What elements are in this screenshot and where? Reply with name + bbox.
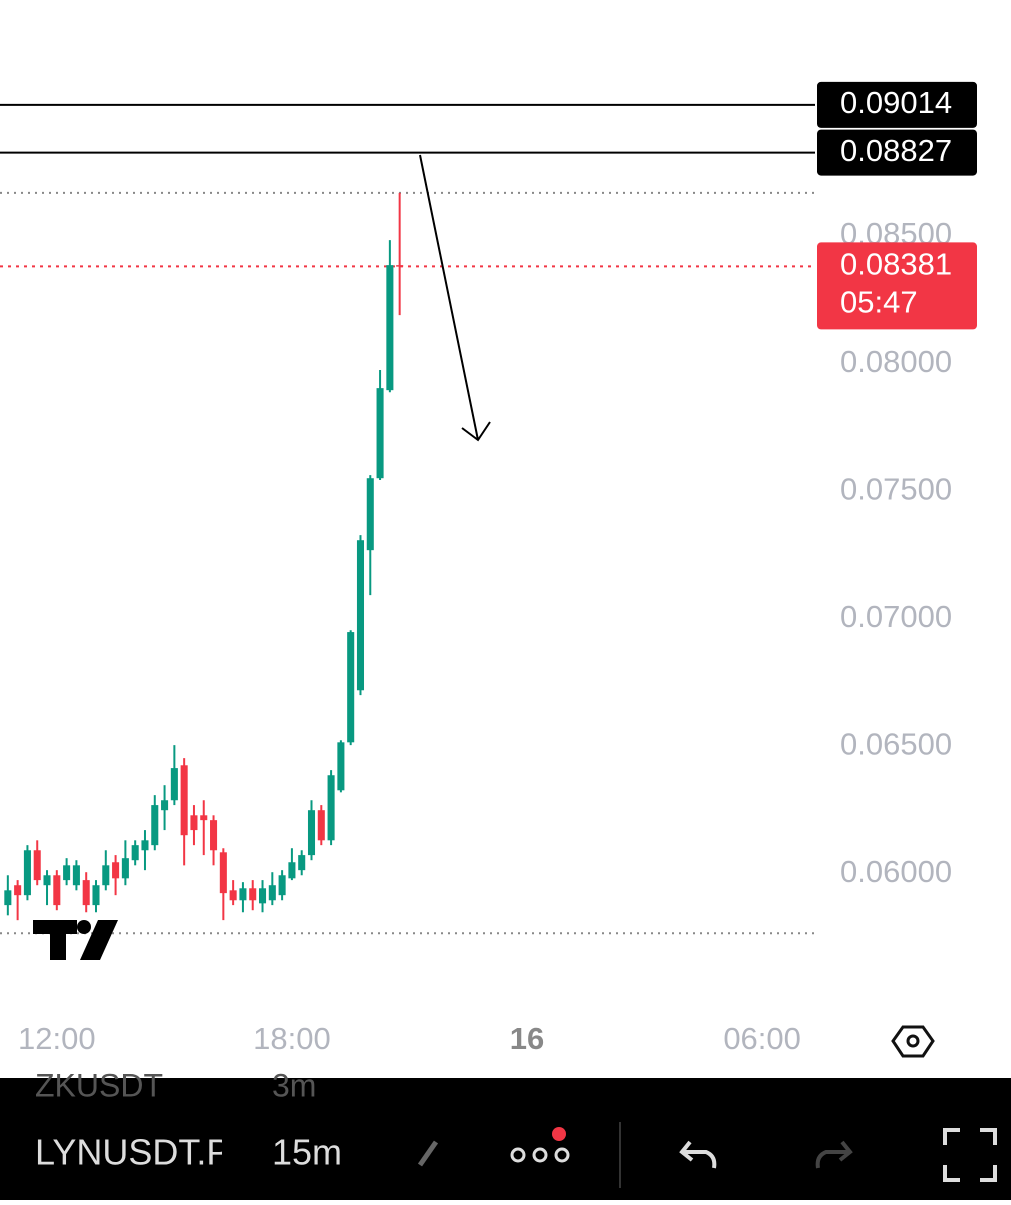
dot: [510, 1147, 526, 1163]
candle-body: [200, 815, 208, 821]
candle-body: [92, 885, 100, 906]
logo-part: [50, 920, 66, 960]
fullscreen-icon[interactable]: [943, 1128, 997, 1182]
x-tick-label: 12:00: [18, 1021, 96, 1056]
candle-body: [63, 865, 71, 881]
candle-body: [112, 862, 120, 879]
x-tick-label: 18:00: [253, 1021, 331, 1056]
candle-body: [298, 855, 306, 871]
drawn-arrow: [419, 154, 479, 441]
candle-body: [4, 890, 12, 906]
candle-body: [161, 800, 169, 811]
candle-body: [219, 852, 227, 894]
candle-body: [258, 888, 267, 904]
candle-body: [210, 820, 218, 851]
price-tag-label: 0.08381: [840, 247, 952, 282]
candle-body: [141, 840, 149, 851]
y-tick-label: 0.06000: [840, 854, 952, 889]
x-tick-label: 16: [510, 1021, 544, 1056]
price-tag-label: 0.08827: [840, 133, 952, 168]
label-layer: 0.060000.065000.070000.075000.080000.085…: [18, 81, 977, 1056]
mark-layer: [4, 192, 404, 921]
candle-body: [347, 632, 355, 743]
candle-body: [33, 850, 41, 881]
y-tick-label: 0.06500: [840, 727, 952, 762]
candle-body: [278, 875, 286, 896]
more-icon[interactable]: [510, 1127, 570, 1163]
x-tick-label: 06:00: [723, 1021, 801, 1056]
candle-body: [317, 810, 325, 841]
settings-icon[interactable]: [891, 1025, 935, 1058]
pencil-icon[interactable]: [417, 1140, 439, 1167]
price-tag-label: 0.09014: [840, 85, 952, 120]
interval[interactable]: 15m: [272, 1132, 342, 1173]
candle-body: [102, 865, 110, 886]
redo-icon[interactable]: [815, 1140, 853, 1169]
candle-body: [23, 850, 31, 896]
settings-icon-center: [906, 1034, 920, 1048]
logo-part: [77, 920, 91, 934]
candle-body: [151, 805, 159, 846]
candle-body: [131, 845, 139, 861]
price-tag: [817, 129, 977, 176]
price-tag: [817, 81, 977, 128]
candle-body: [229, 890, 237, 901]
candle-body: [327, 775, 335, 841]
grid-layer: [0, 103, 815, 935]
drawing-layer: [419, 154, 491, 442]
candle-body: [180, 765, 188, 836]
candle-body: [307, 810, 316, 856]
dot: [532, 1147, 548, 1163]
candle-body: [337, 742, 345, 791]
y-tick-label: 0.07500: [840, 471, 952, 506]
candle-body: [386, 265, 394, 391]
previous-interval: 3m: [272, 1067, 316, 1103]
y-tick-label: 0.07000: [840, 599, 952, 634]
candle-body: [53, 875, 61, 906]
candle-body: [72, 865, 80, 886]
candle-body: [239, 888, 247, 901]
candle-body: [366, 478, 374, 551]
candle-body: [121, 858, 129, 879]
notification-dot: [552, 1127, 566, 1141]
candle-body: [170, 768, 178, 801]
logo: [33, 920, 118, 960]
toolbar: [0, 1078, 1011, 1200]
y-tick-label: 0.08000: [840, 344, 952, 379]
logo-part: [80, 920, 118, 960]
price-tag: [817, 242, 977, 330]
undo-icon[interactable]: [679, 1140, 717, 1169]
candle-body: [82, 880, 90, 906]
symbol-fade: [222, 1120, 252, 1190]
candle-body: [190, 815, 198, 831]
candle-body: [268, 885, 276, 901]
countdown-label: 05:47: [840, 285, 918, 320]
previous-symbol: ZKUSDT: [35, 1067, 163, 1103]
candle-body: [376, 388, 384, 479]
candle-body: [356, 540, 365, 691]
dot: [554, 1147, 570, 1163]
symbol[interactable]: LYNUSDT.P: [35, 1132, 230, 1173]
arrow-head: [461, 421, 491, 442]
candle-body: [396, 265, 404, 267]
candle-body: [288, 862, 296, 879]
candle-body: [14, 885, 22, 896]
candle-body: [249, 888, 257, 901]
candle-body: [43, 875, 51, 886]
